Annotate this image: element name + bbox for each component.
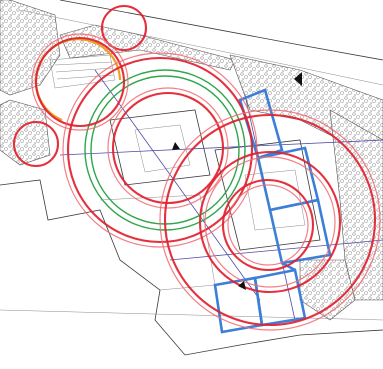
red-circle-east-large-outer [159, 109, 381, 331]
red-circles [12, 4, 381, 331]
blue-connector [281, 261, 296, 272]
vegetation-areas [0, 0, 383, 321]
stair-lines [49, 54, 116, 89]
east-building [214, 139, 321, 251]
north-arrow-icon [294, 72, 302, 86]
street-line-top [59, 0, 383, 61]
red-circle-left-small [12, 120, 60, 168]
red-circle-center-large [66, 56, 254, 244]
axis-line-diagonal [94, 69, 261, 301]
vegetation-top-left [0, 0, 61, 96]
red-circle-east-small-outer [227, 184, 309, 266]
red-circle-east-small [221, 178, 315, 272]
red-circle-east-large [163, 113, 377, 327]
markers [172, 72, 302, 290]
blue-square-right-mid [268, 198, 332, 265]
vegetation-bottom-right [299, 259, 356, 321]
red-circle-center-large-outer [62, 52, 258, 248]
red-circle-east-medium-outer [204, 156, 336, 288]
red-circle-center-medium [111, 91, 225, 205]
east-courtyard [244, 169, 306, 231]
center-marker-icon [172, 142, 180, 150]
central-building [109, 109, 211, 186]
street-line-top-inner [19, 9, 383, 86]
red-circle-upper-left [34, 36, 126, 128]
axis-line-lower [169, 239, 383, 261]
central-courtyard [134, 124, 191, 173]
red-circle-center-medium-outer [107, 87, 229, 209]
red-circle-east-medium [198, 150, 342, 294]
red-circle-upper-left-outer [31, 33, 129, 131]
south-marker-icon [238, 281, 246, 290]
vegetation-left-middle [0, 99, 51, 166]
red-circle-top-small [100, 4, 148, 52]
